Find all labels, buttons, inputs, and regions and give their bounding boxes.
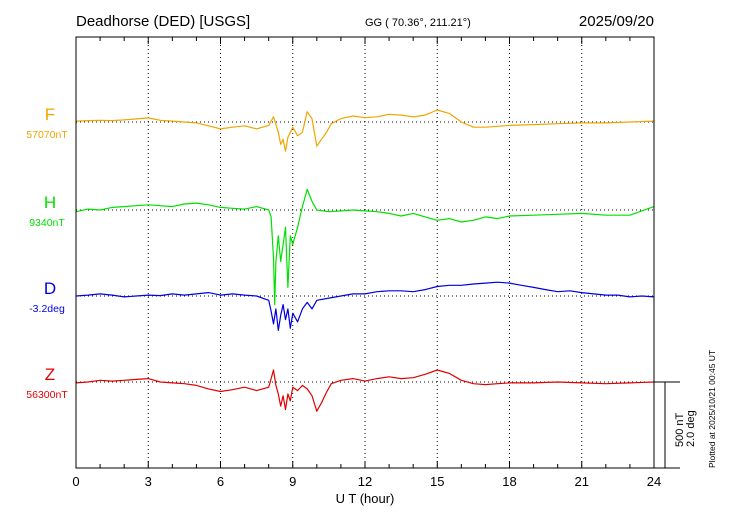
component-baseline-Z: 56300nT <box>26 389 68 401</box>
component-baseline-H: 9340nT <box>29 217 65 229</box>
baseline-lines <box>76 121 654 383</box>
coordinates-label: GG ( 70.36°, 211.21°) <box>365 17 471 29</box>
x-tick-label-6: 6 <box>217 474 224 489</box>
x-tick-label-21: 21 <box>575 474 589 489</box>
series-line-Z <box>75 369 655 412</box>
component-name-D: D <box>44 279 56 298</box>
x-tick-label-18: 18 <box>502 474 516 489</box>
x-tick-label-9: 9 <box>289 474 296 489</box>
grid-lines <box>147 37 583 468</box>
date-label: 2025/09/20 <box>579 13 654 30</box>
component-name-F: F <box>45 105 55 124</box>
x-tick-label-0: 0 <box>72 474 79 489</box>
scale-bar-label-deg: 2.0 deg <box>685 410 697 447</box>
x-tick-label-24: 24 <box>647 474 661 489</box>
x-tick-label-15: 15 <box>430 474 444 489</box>
component-baseline-D: -3.2deg <box>29 303 65 315</box>
component-name-Z: Z <box>45 365 55 384</box>
plotted-timestamp: Plotted at 2025/10/21 00:45 UT <box>707 350 717 468</box>
x-axis-tick-labels: 0 3 6 9 12 15 18 21 24 <box>72 474 661 489</box>
x-tick-label-12: 12 <box>358 474 372 489</box>
component-name-H: H <box>44 193 56 212</box>
x-axis-ticks <box>75 37 655 468</box>
scale-bar-label-nt: 500 nT <box>674 412 686 447</box>
x-axis-label: U T (hour) <box>336 491 395 506</box>
component-baseline-F: 57070nT <box>26 129 68 141</box>
station-title: Deadhorse (DED) [USGS] <box>76 13 250 30</box>
x-tick-label-3: 3 <box>145 474 152 489</box>
component-labels: F 57070nT H 9340nT D -3.2deg Z 56300nT <box>26 105 68 401</box>
series-line-F <box>75 109 655 152</box>
series-line-H <box>75 188 655 306</box>
series-line-D <box>75 281 655 331</box>
series-lines <box>75 109 655 412</box>
